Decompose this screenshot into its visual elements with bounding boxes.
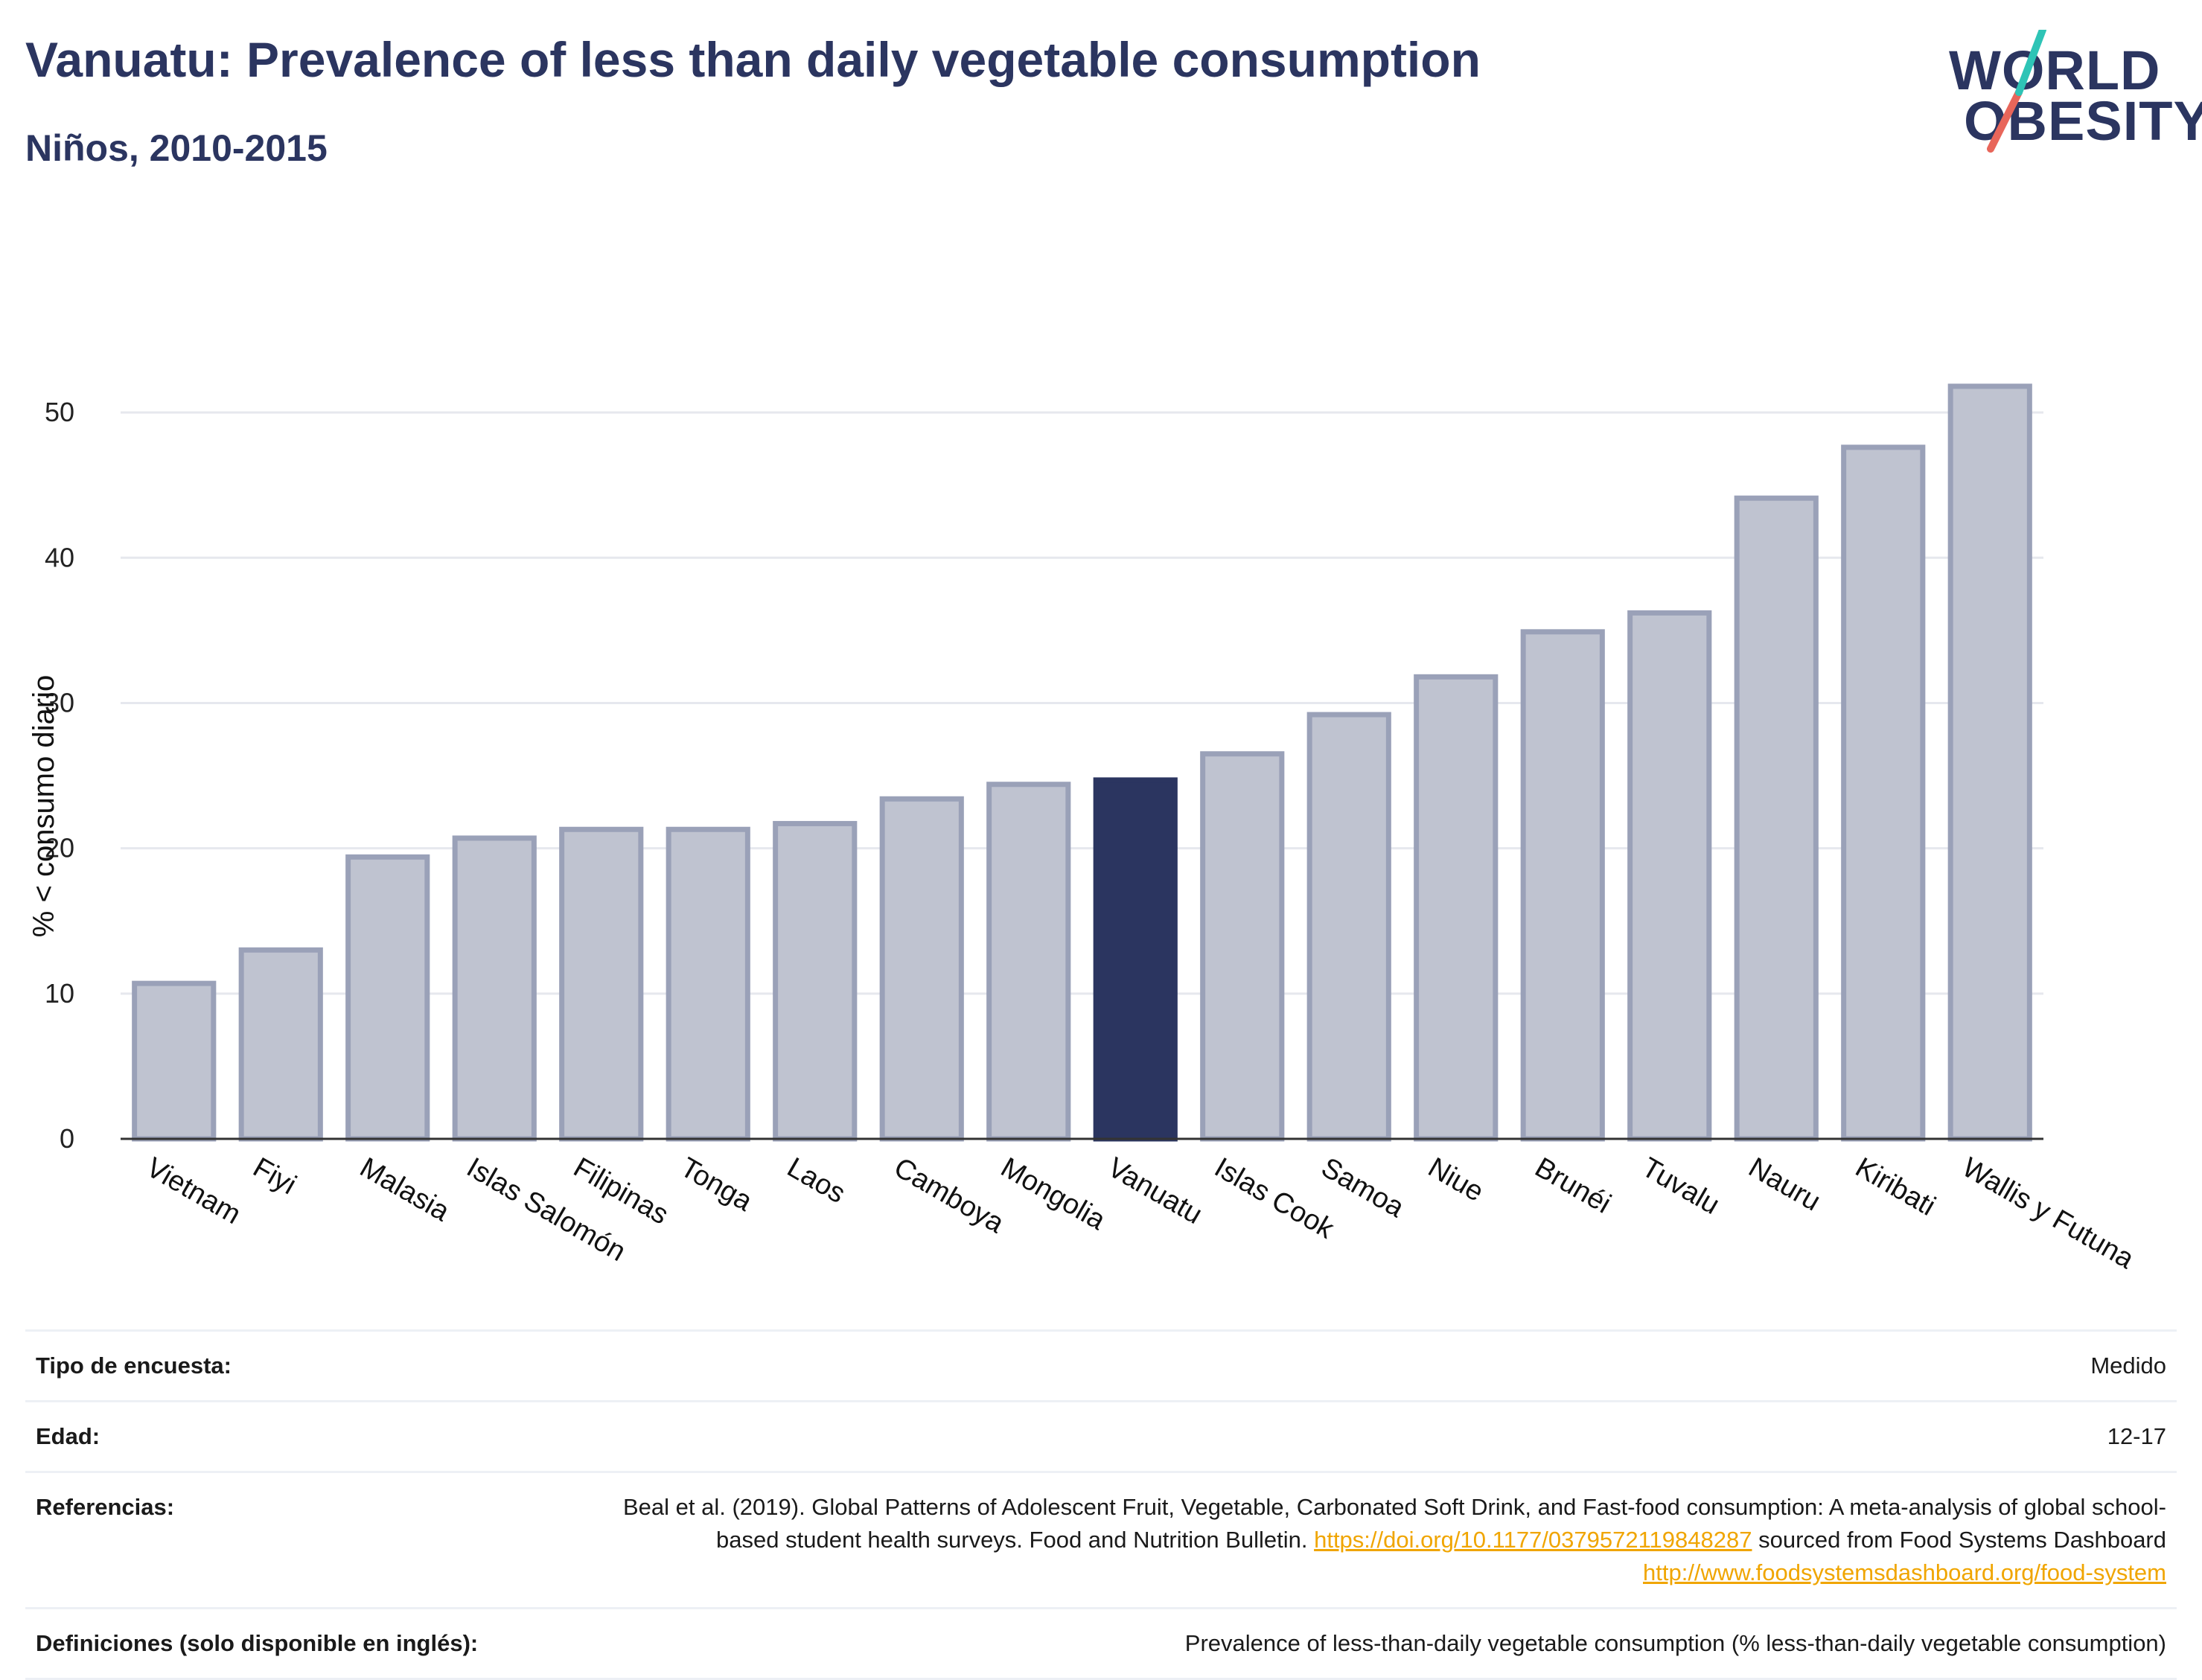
chart-title: Vanuatu: Prevalence of less than daily v… [25, 32, 1481, 87]
category-labels: Vietnam Fiyi Malasia Islas SalomónFilipinas… [141, 1152, 2139, 1275]
y-axis-label: % < consumo diario [28, 675, 60, 937]
x-tick-label: Vanuatu [1102, 1152, 1207, 1230]
y-tick-label: 0 [60, 1123, 74, 1154]
bar-tonga[interactable] [666, 826, 750, 1142]
bar-kiribati[interactable] [1841, 444, 1926, 1142]
bar-wallis-y-futuna[interactable] [1947, 383, 2032, 1142]
references-value: Beal et al. (2019). Global Patterns of A… [603, 1491, 2166, 1589]
references-label: Referencias: [36, 1494, 175, 1520]
logo-slash-icon [1987, 30, 2046, 153]
y-tick-label: 50 [45, 397, 74, 427]
axes: 0 10 20 30 40 50 % < consumo diario [28, 397, 2043, 1154]
y-tick-label: 40 [45, 542, 74, 572]
bar-mongolia[interactable] [986, 782, 1071, 1142]
bar-samoa[interactable] [1306, 712, 1391, 1142]
x-tick-label: Vietnam [141, 1152, 246, 1230]
definitions-label: Definiciones (solo disponible en inglés)… [36, 1630, 479, 1656]
definitions-value: Prevalence of less-than-daily vegetable … [1184, 1630, 2166, 1656]
y-tick-label: 30 [45, 687, 74, 718]
x-tick-label: Laos [782, 1152, 850, 1210]
bar-filipinas[interactable] [559, 826, 644, 1142]
x-tick-label: Tuvalu [1636, 1152, 1725, 1221]
x-tick-label: Nauru [1743, 1152, 1826, 1217]
x-tick-label: Camboya [889, 1152, 1010, 1239]
bar-chart: 0 10 20 30 40 50 % < consumo diario Vietnam Fiy… [28, 383, 2139, 1275]
survey-type-row: Tipo de encuesta: Medido [25, 1329, 2177, 1400]
age-label: Edad: [36, 1423, 100, 1449]
survey-type-label: Tipo de encuesta: [36, 1352, 232, 1379]
bar-malasia[interactable] [345, 854, 430, 1142]
bar-fiyi[interactable] [238, 947, 323, 1142]
bar-laos[interactable] [773, 820, 858, 1142]
bar-nauru[interactable] [1734, 495, 1819, 1142]
x-tick-label: Tonga [675, 1152, 758, 1218]
x-tick-label: Malasia [354, 1152, 455, 1227]
references-row: Referencias: Beal et al. (2019). Global … [25, 1471, 2177, 1607]
doi-link[interactable]: https://doi.org/10.1177/0379572119848287 [1314, 1527, 1752, 1553]
bar-camboya[interactable] [879, 796, 964, 1142]
bar-islas-salom-n[interactable] [452, 835, 537, 1142]
y-tick-label: 20 [45, 833, 74, 863]
bar-tuvalu[interactable] [1627, 610, 1712, 1142]
logo-line-1: WORLD [1949, 39, 2161, 101]
bar-vanuatu[interactable] [1093, 777, 1178, 1142]
survey-type-value: Medido [2090, 1352, 2166, 1379]
bar-niue[interactable] [1414, 674, 1499, 1142]
age-row: Edad: 12-17 [25, 1400, 2177, 1471]
chart-subtitle: Niños, 2010-2015 [25, 127, 328, 169]
bar-islas-cook[interactable] [1200, 751, 1285, 1142]
bar-brun-i[interactable] [1520, 629, 1605, 1142]
food-systems-link[interactable]: http://www.foodsystemsdashboard.org/food… [1643, 1559, 2166, 1585]
definitions-row: Definiciones (solo disponible en inglés)… [25, 1607, 2177, 1680]
x-tick-label: Islas Cook [1209, 1152, 1340, 1245]
x-tick-label: Niue [1423, 1152, 1489, 1207]
x-tick-label: Brunéi [1530, 1152, 1616, 1219]
bar-vietnam[interactable] [132, 980, 217, 1142]
grid-lines [121, 411, 2043, 995]
x-tick-label: Wallis y Futuna [1957, 1152, 2139, 1275]
references-text-1: Beal et al. (2019). Global Patterns of A… [622, 1494, 2166, 1553]
x-tick-label: Kiribati [1850, 1152, 1941, 1221]
bars [132, 383, 2032, 1142]
x-tick-label: Mongolia [995, 1152, 1111, 1236]
references-text-2: sourced from Food Systems Dashboard [1758, 1527, 2166, 1553]
world-obesity-logo: WORLD OBESITY [1935, 30, 2202, 164]
info-table: Tipo de encuesta: Medido Edad: 12-17 Ref… [25, 1329, 2177, 1680]
y-tick-label: 10 [45, 978, 74, 1009]
x-tick-label: Fiyi [248, 1152, 301, 1201]
age-value: 12-17 [2107, 1423, 2166, 1449]
